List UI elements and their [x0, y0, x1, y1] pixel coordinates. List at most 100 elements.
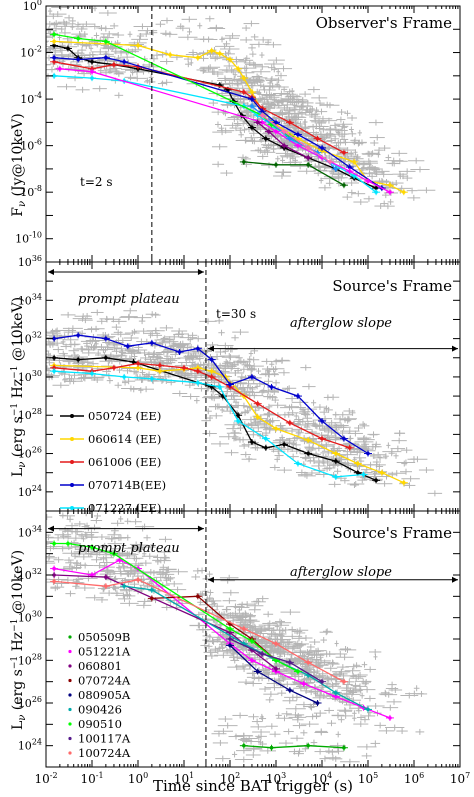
data-point	[90, 60, 94, 64]
data-point	[374, 478, 378, 483]
data-point	[242, 76, 246, 80]
data-point	[250, 97, 254, 101]
data-point	[209, 357, 214, 362]
data-point	[347, 169, 352, 173]
data-point	[306, 146, 310, 150]
arrow-head	[207, 345, 214, 352]
data-point	[342, 436, 346, 441]
data-point	[320, 419, 324, 423]
data-point	[269, 385, 274, 389]
data-point	[217, 51, 222, 56]
background-bursts	[46, 511, 428, 765]
data-point	[263, 436, 268, 441]
data-series	[50, 332, 372, 457]
data-point	[320, 436, 324, 441]
plot-area	[46, 511, 428, 765]
data-point	[401, 480, 406, 485]
data-point	[66, 46, 70, 51]
data-point	[328, 160, 332, 164]
data-point	[306, 438, 310, 442]
data-point	[334, 475, 338, 479]
data-point	[52, 32, 56, 37]
legend-item: 061006 (EE)	[60, 455, 161, 469]
data-point	[355, 470, 360, 475]
data-point	[150, 341, 154, 345]
legend: 050724 (EE) 060614 (EE) 061006 (EE) 070714B…	[60, 409, 166, 515]
data-point	[347, 445, 352, 450]
data-point	[90, 69, 94, 74]
series-line	[257, 121, 309, 159]
data-point	[52, 43, 56, 48]
data-point	[274, 426, 278, 431]
data-point	[90, 371, 94, 376]
data-point	[334, 459, 338, 463]
legend-marker	[70, 460, 74, 464]
data-point	[131, 360, 136, 364]
y-tick-label: 10-4	[20, 91, 42, 106]
arrow-head	[48, 269, 54, 276]
data-point	[347, 165, 352, 169]
legend-item: 070714B(EE)	[60, 478, 166, 492]
data-point	[136, 43, 140, 48]
data-point	[90, 76, 94, 80]
series-line	[53, 61, 345, 154]
data-point	[288, 136, 292, 141]
data-point	[306, 163, 310, 167]
series-line	[261, 114, 331, 163]
data-series	[50, 38, 408, 196]
data-point	[260, 109, 264, 114]
data-point	[196, 369, 200, 373]
data-point	[196, 55, 200, 60]
data-point	[296, 143, 300, 148]
legend-item: 071227 (EE)	[60, 501, 161, 515]
data-point	[282, 129, 286, 134]
legend-label: 061006 (EE)	[88, 455, 161, 469]
data-point	[366, 451, 370, 456]
data-point	[52, 336, 56, 341]
data-point	[255, 415, 260, 419]
data-point	[274, 120, 278, 125]
data-point	[334, 167, 338, 171]
data-point	[250, 440, 254, 444]
data-point	[209, 48, 214, 53]
data-point	[228, 382, 232, 387]
data-point	[228, 57, 232, 62]
data-point	[104, 55, 108, 60]
data-series	[239, 158, 348, 189]
data-point	[352, 174, 356, 178]
data-point	[288, 421, 292, 425]
data-point	[306, 156, 310, 160]
data-point	[355, 461, 360, 466]
series-line	[54, 357, 377, 481]
data-point	[196, 380, 200, 385]
data-point	[136, 365, 140, 370]
data-point	[255, 113, 260, 118]
data-point	[282, 143, 286, 148]
series-line	[243, 161, 345, 186]
y-tick-label: 10-2	[20, 45, 42, 60]
legend-marker	[70, 483, 74, 487]
data-point	[52, 60, 56, 64]
data-point	[260, 120, 264, 125]
arrow-head	[452, 345, 458, 352]
data-point	[76, 36, 80, 41]
y-tick-label: 10-10	[15, 231, 42, 246]
data-point	[320, 146, 324, 150]
data-point	[52, 39, 56, 44]
data-series	[50, 54, 386, 192]
data-point	[104, 355, 108, 360]
data-point	[296, 394, 300, 398]
data-point	[366, 179, 370, 183]
data-point	[263, 445, 268, 450]
data-point	[168, 53, 172, 57]
data-point	[250, 125, 254, 130]
series-line	[54, 75, 377, 193]
data-point	[250, 104, 254, 108]
data-point	[196, 365, 200, 370]
data-point	[236, 67, 240, 71]
data-point	[104, 336, 108, 341]
data-point	[306, 451, 310, 456]
